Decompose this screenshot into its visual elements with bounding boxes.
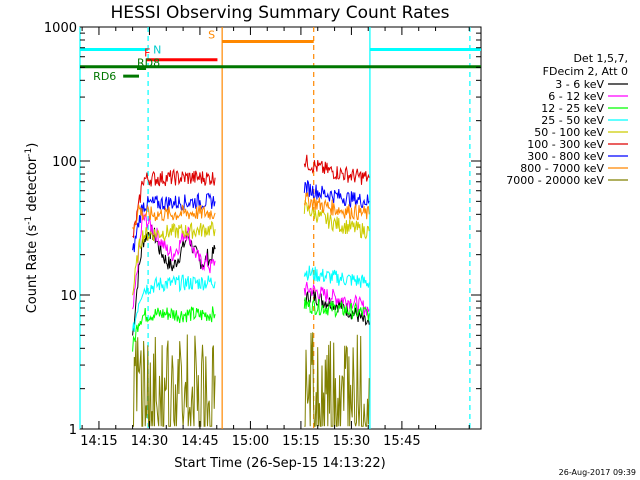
y-tick-label: 100 — [52, 155, 77, 170]
flag-label-n: N — [153, 43, 161, 56]
legend-entry: 25 - 50 keV — [541, 114, 604, 127]
x-tick-label: 14:15 — [80, 434, 117, 449]
x-tick-label: 15:15 — [282, 434, 319, 449]
flag-label: RD6 — [93, 70, 116, 83]
series-line — [132, 334, 216, 427]
flag-label: RD8 — [137, 57, 160, 70]
series-line — [303, 154, 370, 185]
series-line — [132, 192, 216, 253]
series-line — [132, 224, 216, 336]
series-line — [304, 332, 370, 427]
timestamp-stamp: 26-Aug-2017 09:39 — [559, 468, 636, 477]
y-tick-label: 1000 — [44, 21, 77, 36]
legend-entry: 800 - 7000 keV — [520, 162, 604, 175]
legend-header: Det 1,5,7, — [573, 52, 628, 65]
y-tick-label: 10 — [60, 289, 77, 304]
x-tick-label: 15:30 — [333, 434, 370, 449]
legend-entry: 7000 - 20000 keV — [506, 174, 604, 187]
legend-entry: 50 - 100 keV — [534, 126, 604, 139]
series-line — [132, 204, 216, 230]
x-axis-label: Start Time (26-Sep-15 14:13:22) — [174, 456, 385, 471]
series-line — [132, 274, 216, 332]
legend-entry: 300 - 800 keV — [527, 150, 604, 163]
legend-entry: 3 - 6 keV — [555, 78, 604, 91]
legend-entry: 12 - 25 keV — [541, 102, 604, 115]
series-line — [303, 297, 370, 321]
series-line — [303, 192, 370, 221]
x-tick-label: 15:00 — [232, 434, 269, 449]
x-tick-label: 14:30 — [131, 434, 168, 449]
series-line — [303, 265, 370, 288]
legend-entry: 100 - 300 keV — [527, 138, 604, 151]
legend-header: FDecim 2, Att 0 — [543, 65, 628, 78]
series-line — [303, 281, 370, 316]
flag-label: S — [208, 28, 215, 41]
x-tick-label: 15:45 — [383, 434, 420, 449]
axis-layer: 14:15 14:30 14:45 15:00 15:15 15:30 15:45 1 10 10… — [44, 21, 481, 449]
series-line — [303, 290, 370, 326]
series-line — [132, 168, 216, 239]
flag-label: F — [144, 47, 150, 60]
series-line — [132, 212, 216, 310]
y-axis-label: Count Rate (s-1 detector-1) — [24, 143, 40, 314]
series-line — [303, 199, 370, 240]
series-line — [132, 220, 216, 296]
legend-entry: 6 - 12 keV — [548, 90, 604, 103]
chart-title: HESSI Observing Summary Count Rates — [110, 3, 449, 23]
y-tick-label: 1 — [69, 423, 77, 438]
series-line — [132, 306, 216, 352]
series-line — [303, 180, 370, 209]
plot-frame — [79, 26, 482, 430]
x-tick-label: 14:45 — [181, 434, 218, 449]
